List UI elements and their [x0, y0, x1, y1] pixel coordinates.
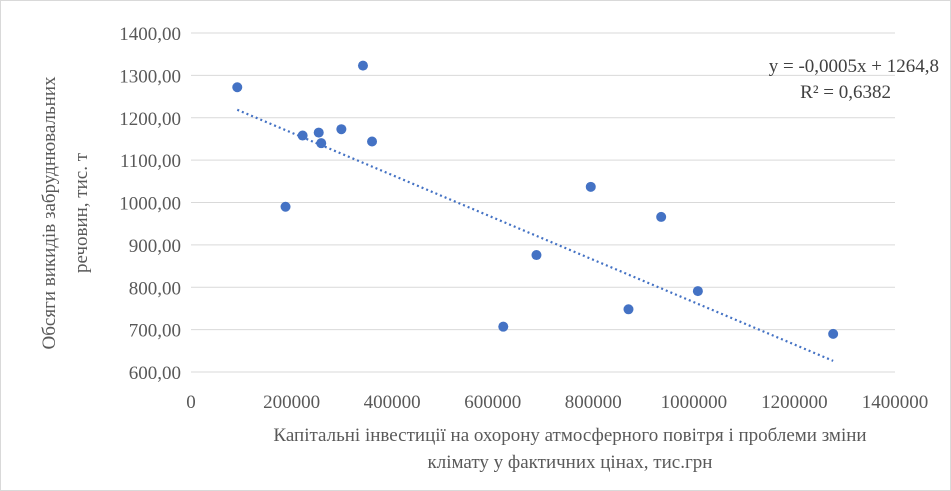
- x-axis-title-line-1: Капітальні інвестиції на охорону атмосфе…: [273, 425, 866, 446]
- x-tick-label: 0: [186, 392, 196, 413]
- y-tick-label: 1000,00: [119, 194, 181, 215]
- y-tick-label: 800,00: [129, 278, 181, 299]
- data-points: [232, 60, 839, 339]
- trendline-layer: [236, 108, 834, 362]
- data-point: [828, 328, 839, 339]
- y-tick-label: 900,00: [129, 236, 181, 257]
- data-point: [232, 82, 243, 93]
- data-point: [313, 127, 324, 138]
- r-squared-label: R² = 0,6382: [800, 82, 891, 103]
- x-tick-label: 400000: [364, 392, 421, 413]
- y-tick-label: 600,00: [129, 363, 181, 384]
- x-tick-label: 1000000: [661, 392, 728, 413]
- trendline: [236, 108, 834, 362]
- y-tick-label: 1200,00: [119, 109, 181, 130]
- x-tick-label: 800000: [565, 392, 622, 413]
- y-tick-label: 1300,00: [119, 66, 181, 87]
- data-point: [367, 136, 378, 147]
- y-axis-title-line-1: Обсяги викидів забруднювальних: [39, 76, 60, 349]
- y-tick-labels: 600,00 700,00 800,00 900,00 1000,00 1100,00 12…: [119, 24, 181, 384]
- data-point: [656, 211, 667, 222]
- data-point: [316, 138, 327, 149]
- x-axis-title-line-2: клімату у фактичних цінах, тис.грн: [428, 452, 713, 473]
- data-point: [297, 130, 308, 141]
- y-tick-label: 700,00: [129, 321, 181, 342]
- x-tick-label: 1200000: [761, 392, 828, 413]
- x-tick-label: 200000: [263, 392, 320, 413]
- y-tick-label: 1400,00: [119, 24, 181, 45]
- x-tick-label: 600000: [464, 392, 521, 413]
- data-point: [357, 60, 368, 71]
- y-tick-label: 1100,00: [120, 151, 181, 172]
- x-tick-label: 1400000: [862, 392, 929, 413]
- x-tick-labels: 0 200000 400000 600000 800000 1000000 1200000 1…: [186, 392, 928, 413]
- data-point: [692, 286, 703, 297]
- data-point: [585, 181, 596, 192]
- gridlines: [191, 32, 895, 373]
- data-point: [623, 304, 634, 315]
- y-axis-title-line-2: речовин, тис. т: [71, 152, 92, 273]
- trendline-equation: y = -0,0005x + 1264,8: [769, 56, 939, 77]
- data-point: [280, 201, 291, 212]
- data-point: [498, 321, 509, 332]
- data-point: [336, 124, 347, 135]
- data-point: [531, 250, 542, 261]
